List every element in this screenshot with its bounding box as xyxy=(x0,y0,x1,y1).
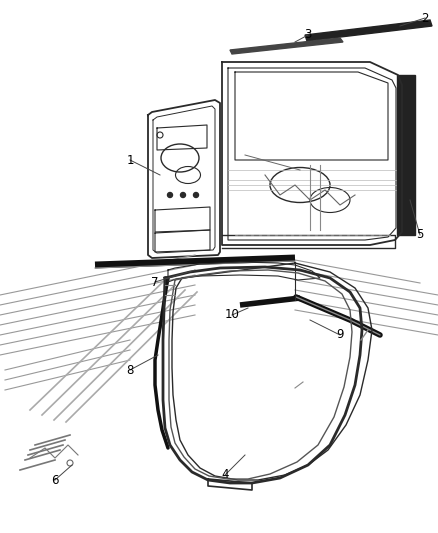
Text: 7: 7 xyxy=(151,276,159,288)
Text: 9: 9 xyxy=(336,328,344,342)
Text: 1: 1 xyxy=(126,154,134,166)
Polygon shape xyxy=(305,20,432,41)
Text: 3: 3 xyxy=(304,28,312,42)
Polygon shape xyxy=(230,38,343,54)
Circle shape xyxy=(180,192,186,198)
Text: 6: 6 xyxy=(51,473,59,487)
Circle shape xyxy=(167,192,173,198)
Text: 4: 4 xyxy=(221,469,229,481)
Text: 8: 8 xyxy=(126,364,134,376)
Polygon shape xyxy=(397,75,415,235)
Text: 5: 5 xyxy=(416,229,424,241)
Text: 10: 10 xyxy=(225,309,240,321)
Circle shape xyxy=(194,192,198,198)
Text: 2: 2 xyxy=(421,12,429,25)
